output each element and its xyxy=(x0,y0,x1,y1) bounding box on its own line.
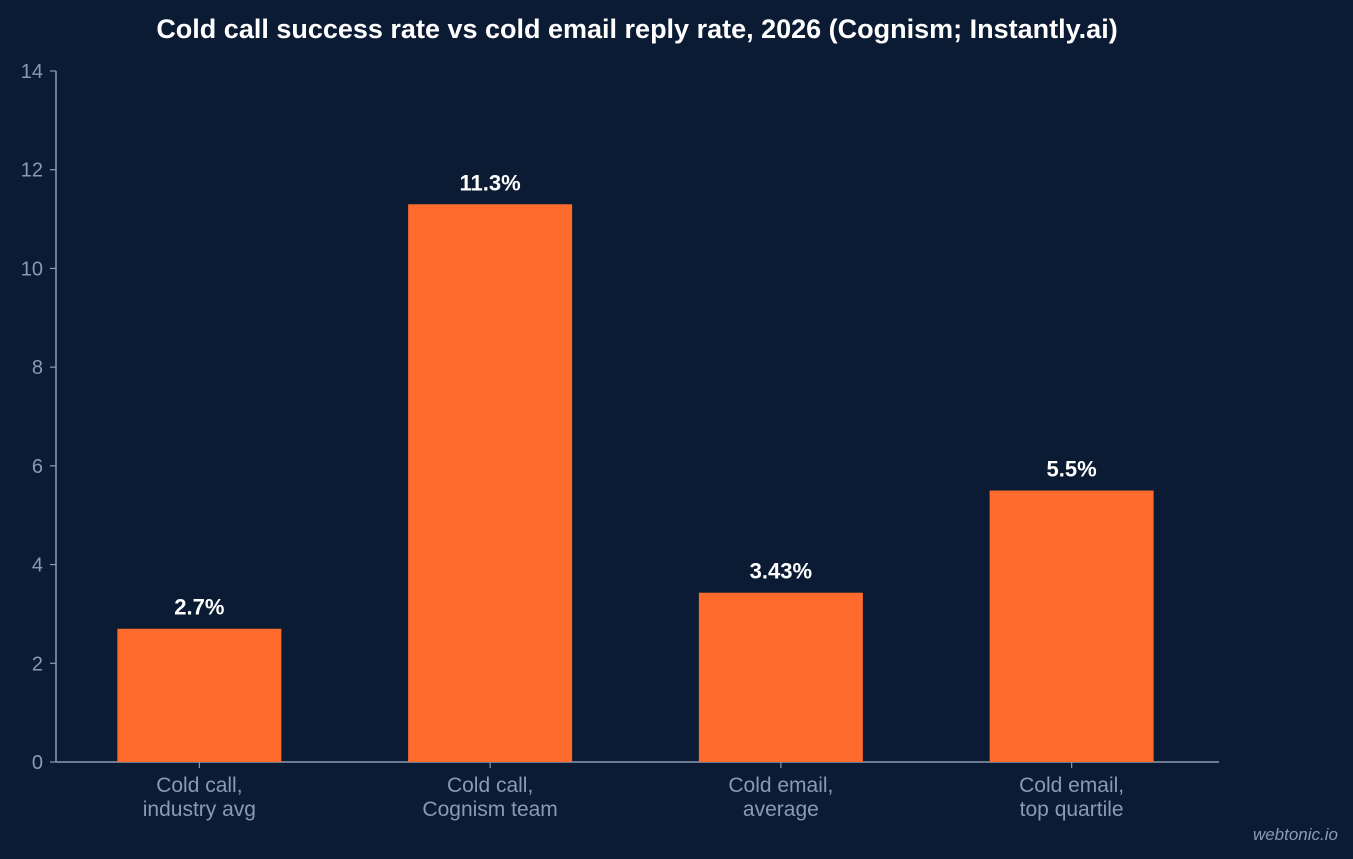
y-tick-label: 6 xyxy=(32,456,43,478)
x-tick-label-line: industry avg xyxy=(143,798,256,821)
y-tick-label: 12 xyxy=(21,160,43,182)
x-tick-label-line: Cognism team xyxy=(422,798,557,821)
chart-title: Cold call success rate vs cold email rep… xyxy=(156,14,1117,44)
x-tick-label-line: top quartile xyxy=(1020,798,1124,821)
x-tick-label: Cold call, Cognism team xyxy=(422,774,557,821)
bar-data-label: 11.3% xyxy=(460,170,521,195)
y-tick-label: 2 xyxy=(32,653,43,675)
bar-data-label: 3.43% xyxy=(750,559,812,584)
y-tick-label: 8 xyxy=(32,357,43,379)
x-tick-label-line: average xyxy=(743,798,819,821)
y-tick-label: 0 xyxy=(32,752,43,774)
x-tick-label-line: Cold call, xyxy=(447,774,533,797)
bar-data-label: 5.5% xyxy=(1047,457,1097,482)
bar xyxy=(698,592,863,762)
data-labels: 2.7% 11.3% 3.43% 5.5% xyxy=(174,170,1096,619)
y-tick-label: 14 xyxy=(21,61,43,83)
bar xyxy=(117,628,282,762)
y-tick-label: 4 xyxy=(32,555,43,577)
x-tick-label: Cold call, industry avg xyxy=(143,774,256,821)
bars xyxy=(117,204,1154,762)
watermark: webtonic.io xyxy=(1253,825,1338,844)
x-tick-label-line: Cold email, xyxy=(1019,774,1124,797)
x-tick-label: Cold email, top quartile xyxy=(1019,774,1124,821)
bar-data-label: 2.7% xyxy=(174,595,224,620)
x-axis xyxy=(56,761,1219,768)
x-tick-label-line: Cold email, xyxy=(728,774,833,797)
bar xyxy=(408,204,573,762)
y-tick-label: 10 xyxy=(21,258,43,280)
y-axis: 0 2 4 6 8 10 12 14 xyxy=(21,61,57,774)
x-tick-label: Cold email, average xyxy=(728,774,833,821)
x-tick-label-line: Cold call, xyxy=(156,774,242,797)
bar xyxy=(989,490,1154,762)
